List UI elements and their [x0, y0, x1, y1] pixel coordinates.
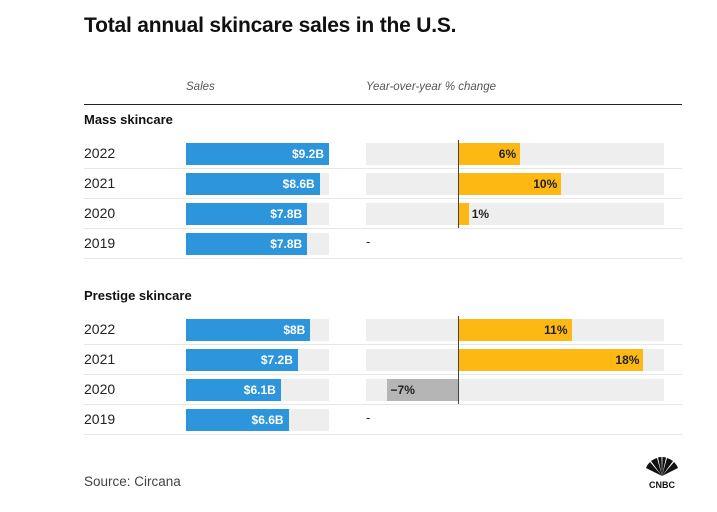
yoy-bar [386, 379, 459, 401]
year-label: 2020 [84, 205, 116, 221]
yoy-track: 6% [366, 143, 664, 165]
year-label: 2020 [84, 381, 116, 397]
sales-bar: $7.8B [186, 203, 308, 225]
yoy-value-label: 18% [615, 353, 640, 367]
chart-row: 2019 $6.6B - [84, 405, 682, 435]
sales-column-header: Sales [186, 81, 215, 93]
yoy-bar [458, 143, 521, 165]
year-label: 2022 [84, 321, 116, 337]
sales-track: $7.8B [186, 203, 329, 225]
section-title: Prestige skincare [84, 288, 192, 303]
sales-track: $9.2B [186, 143, 329, 165]
yoy-value-label: 1% [471, 207, 490, 221]
sales-track: $8.6B [186, 173, 329, 195]
sales-track: $7.2B [186, 349, 329, 371]
row-divider [84, 434, 682, 435]
row-divider [84, 198, 682, 199]
sales-value-label: $8B [283, 323, 306, 337]
header-rule [84, 104, 682, 105]
yoy-track: 10% [366, 173, 664, 195]
yoy-track: 18% [366, 349, 664, 371]
yoy-track: 11% [366, 319, 664, 341]
sales-bar: $6.6B [186, 409, 289, 431]
cnbc-wordmark: CNBC [649, 480, 675, 490]
sales-track: $6.6B [186, 409, 329, 431]
row-divider [84, 168, 682, 169]
yoy-bar [458, 203, 469, 225]
sales-value-label: $8.6B [282, 177, 315, 191]
yoy-value-label: −7% [390, 383, 415, 397]
year-label: 2021 [84, 175, 116, 191]
sales-value-label: $6.6B [251, 413, 284, 427]
yoy-value-label: 10% [533, 177, 558, 191]
row-divider [84, 228, 682, 229]
year-label: 2022 [84, 145, 116, 161]
year-label: 2019 [84, 235, 116, 251]
cnbc-peacock-logo: CNBC [646, 457, 678, 490]
yoy-bar [458, 319, 572, 341]
sales-bar: $7.2B [186, 349, 298, 371]
yoy-column-header: Year-over-year % change [366, 81, 496, 93]
yoy-bar [458, 173, 562, 195]
sales-value-label: $9.2B [291, 147, 324, 161]
sales-value-label: $6.1B [243, 383, 276, 397]
row-divider [84, 258, 682, 259]
yoy-bar [458, 349, 644, 371]
sales-value-label: $7.2B [260, 353, 293, 367]
source-note: Source: Circana [84, 474, 181, 489]
chart-row: 2019 $7.8B - [84, 229, 682, 259]
chart-title: Total annual skincare sales in the U.S. [84, 14, 457, 37]
chart-row: 2021 $7.2B 18% [84, 345, 682, 375]
row-divider [84, 404, 682, 405]
chart-row: 2021 $8.6B 10% [84, 169, 682, 199]
chart-row: 2020 $6.1B −7% [84, 375, 682, 405]
yoy-value-label: 11% [544, 323, 568, 337]
sales-bar: $6.1B [186, 379, 281, 401]
yoy-empty-label: - [366, 410, 371, 425]
year-label: 2021 [84, 351, 116, 367]
chart-row: 2022 $9.2B 6% [84, 139, 682, 169]
sales-bar: $9.2B [186, 143, 329, 165]
yoy-value-label: 6% [498, 147, 517, 161]
sales-track: $7.8B [186, 233, 329, 255]
sales-value-label: $7.8B [270, 207, 303, 221]
sales-track: $8B [186, 319, 329, 341]
row-divider [84, 374, 682, 375]
yoy-zero-axis [458, 140, 460, 228]
sales-bar: $8.6B [186, 173, 320, 195]
sales-value-label: $7.8B [270, 237, 303, 251]
row-divider [84, 344, 682, 345]
yoy-zero-axis [458, 316, 460, 404]
chart-row: 2022 $8B 11% [84, 315, 682, 345]
sales-bar: $7.8B [186, 233, 308, 255]
chart-row: 2020 $7.8B 1% [84, 199, 682, 229]
yoy-track: 1% [366, 203, 664, 225]
yoy-empty-label: - [366, 234, 371, 249]
yoy-track: −7% [366, 379, 664, 401]
sales-bar: $8B [186, 319, 311, 341]
sales-track: $6.1B [186, 379, 329, 401]
year-label: 2019 [84, 411, 116, 427]
section-title: Mass skincare [84, 112, 173, 127]
